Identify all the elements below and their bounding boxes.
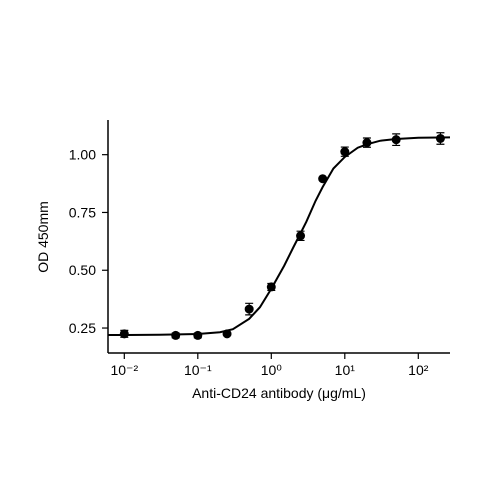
data-point bbox=[193, 330, 203, 340]
x-tick-label: 10¹ bbox=[335, 362, 356, 378]
x-tick-label: 10⁻² bbox=[110, 362, 138, 378]
y-tick-label: 0.75 bbox=[69, 204, 96, 220]
y-axis-label: OD 450mm bbox=[35, 201, 51, 273]
x-tick-label: 10⁰ bbox=[261, 362, 283, 378]
data-point bbox=[318, 174, 328, 184]
x-tick-label: 10² bbox=[408, 362, 429, 378]
x-tick-label: 10⁻¹ bbox=[184, 362, 212, 378]
data-point bbox=[244, 304, 254, 314]
data-point bbox=[340, 147, 350, 157]
y-tick-label: 1.00 bbox=[69, 147, 96, 163]
fit-curve bbox=[108, 136, 451, 336]
data-point bbox=[119, 329, 129, 339]
y-tick-label: 0.25 bbox=[69, 320, 96, 336]
x-axis-label: Anti-CD24 antibody (μg/mL) bbox=[192, 385, 366, 401]
y-tick-label: 0.50 bbox=[69, 262, 96, 278]
data-point bbox=[435, 133, 445, 143]
